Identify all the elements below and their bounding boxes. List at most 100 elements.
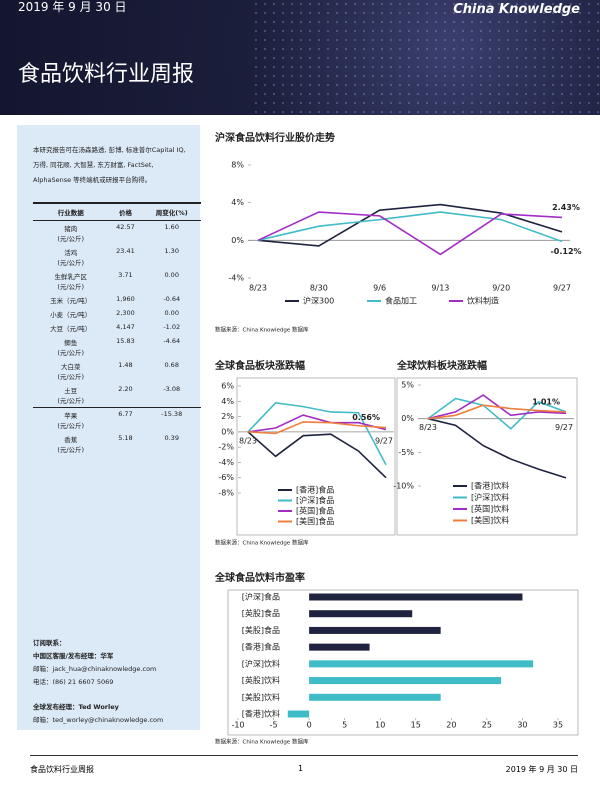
legend-label: [美国]饮料 bbox=[471, 515, 509, 525]
item-unit: (元/公斤) bbox=[57, 446, 85, 454]
y-tick-label: 8% bbox=[231, 161, 244, 170]
item-name: 苹果 bbox=[64, 412, 78, 420]
y-tick-label: -4% bbox=[218, 458, 234, 467]
x-tick-label: 9/6 bbox=[373, 284, 386, 293]
y-tick-label: 0% bbox=[231, 236, 244, 245]
cell: 香蕉 (元/公斤) bbox=[33, 432, 108, 456]
change: -3.08 bbox=[163, 385, 181, 393]
table-row: 活鸡 (元/公斤) 23.41 1.30 bbox=[33, 245, 201, 269]
price: 1,960 bbox=[116, 295, 135, 303]
y-tick-label: 4% bbox=[221, 397, 234, 406]
table-row: 苹果 (元/公斤) 6.77 -15.38 bbox=[33, 407, 201, 433]
table-row: 土豆 (元/公斤) 2.20 -3.08 bbox=[33, 383, 201, 408]
bar bbox=[309, 593, 523, 601]
x-tick-label: 8/30 bbox=[310, 284, 328, 293]
y-tick-label: -4% bbox=[228, 274, 244, 283]
series-line bbox=[257, 211, 563, 256]
table-row: 小麦（元/吨） 2,300 0.00 bbox=[33, 307, 201, 321]
item-unit: (元/公斤) bbox=[57, 349, 85, 357]
y-tick-label: -2% bbox=[218, 443, 234, 452]
change: -4.64 bbox=[163, 337, 181, 345]
x-tick-label: 0 bbox=[307, 721, 312, 730]
legend-label: [香港]饮料 bbox=[471, 481, 509, 491]
intro: 本研究报告可在汤森路透, 彭博, 标准普尔Capital IQ,万得, 同花顺,… bbox=[33, 146, 186, 184]
item-unit: (元/公斤) bbox=[57, 235, 85, 243]
x-tick-label: 9/27 bbox=[555, 423, 573, 432]
legend-label: 食品加工 bbox=[385, 296, 417, 306]
legend-label: [沪深]食品 bbox=[296, 495, 334, 505]
item-name: 大豆（元/吨） bbox=[50, 325, 92, 333]
footer-title: 食品饮料行业周报 bbox=[30, 765, 94, 774]
bar bbox=[309, 643, 370, 651]
series-line bbox=[427, 394, 567, 420]
x-tick-label: -10 bbox=[231, 721, 244, 730]
price: 15.83 bbox=[116, 337, 135, 345]
category-label: [沪深]食品 bbox=[242, 592, 280, 602]
price: 4,147 bbox=[116, 323, 135, 331]
y-tick-label: -6% bbox=[218, 473, 234, 482]
cell: 生鲜乳产区 (元/公斤) bbox=[33, 269, 108, 293]
source: 数据来源：China Knowledge 数据库 bbox=[215, 326, 309, 334]
category-label: [美股]饮料 bbox=[242, 692, 280, 702]
bar bbox=[309, 677, 502, 685]
plot-frame bbox=[227, 589, 579, 736]
chart-title: 全球饮料板块涨跌幅 bbox=[396, 359, 487, 372]
cell: 苹果 (元/公斤) bbox=[33, 408, 108, 433]
value-label: -0.12% bbox=[550, 247, 581, 256]
legend-label: [英国]饮料 bbox=[471, 504, 509, 514]
table-row: 大白菜 (元/公斤) 1.48 0.68 bbox=[33, 359, 201, 383]
plot-frame bbox=[396, 377, 578, 536]
x-tick-label: 15 bbox=[411, 721, 421, 730]
cell: 土豆 (元/公斤) bbox=[33, 383, 108, 408]
price: 23.41 bbox=[116, 247, 135, 255]
contact-line: 邮箱：ted_worley@chinaknowledge.com bbox=[33, 716, 164, 724]
bar bbox=[309, 693, 441, 701]
item-name: 小麦（元/吨） bbox=[50, 311, 92, 319]
series-line bbox=[427, 397, 567, 430]
price-table: 行业数据 价格 周变化(%) 猪肉 (元/公斤) 42.57 1.60 活鸡 (元/公斤) 23.… bbox=[33, 202, 201, 456]
table-row: 猪肉 (元/公斤) 42.57 1.60 bbox=[33, 221, 201, 246]
item-name: 土豆 bbox=[64, 387, 78, 395]
price: 6.77 bbox=[118, 410, 133, 418]
item-name: 生鲜乳产区 bbox=[54, 273, 87, 281]
change: 1.30 bbox=[164, 247, 179, 255]
series-line bbox=[427, 417, 567, 479]
item-name: 鲫鱼 bbox=[64, 339, 78, 347]
y-tick-label: 6% bbox=[221, 382, 234, 391]
y-tick-label: -5% bbox=[398, 448, 414, 457]
y-tick-label: -10% bbox=[393, 482, 414, 491]
contact-line: 电话：(86) 21 6607 5069 bbox=[33, 678, 114, 686]
x-tick-label: 20 bbox=[446, 721, 456, 730]
x-tick-label: -5 bbox=[270, 721, 278, 730]
legend-label: [英国]食品 bbox=[296, 506, 334, 516]
change: 0.00 bbox=[164, 309, 179, 317]
change: -1.02 bbox=[163, 323, 181, 331]
contact-line: 全球发布经理：Ted Worley bbox=[33, 703, 119, 711]
cell: 小麦（元/吨） bbox=[33, 307, 108, 321]
change: 0.00 bbox=[164, 271, 179, 279]
x-tick-label: 9/27 bbox=[375, 436, 393, 445]
x-tick-label: 35 bbox=[553, 721, 563, 730]
table-header: 行业数据 bbox=[33, 202, 109, 221]
item-unit: (元/公斤) bbox=[57, 422, 85, 430]
price: 2.20 bbox=[118, 385, 133, 393]
chart-title: 沪深食品饮料行业股价走势 bbox=[215, 131, 335, 144]
cell: 大白菜 (元/公斤) bbox=[33, 359, 108, 383]
change: 0.68 bbox=[164, 361, 179, 369]
item-unit: (元/公斤) bbox=[57, 259, 85, 267]
x-tick-label: 5 bbox=[342, 721, 347, 730]
header: 2019 年 9 月 30 日 China Knowledge 食品饮料行业周报 bbox=[0, 0, 600, 115]
y-tick-label: 4% bbox=[231, 198, 244, 207]
change: -0.64 bbox=[163, 295, 181, 303]
contact-line: 邮箱：jack_hua@chinaknowledge.com bbox=[33, 665, 157, 673]
table-row: 鲫鱼 (元/公斤) 15.83 -4.64 bbox=[33, 335, 201, 359]
table-header: 周变化(%) bbox=[142, 202, 201, 221]
item-unit: (元/公斤) bbox=[57, 283, 85, 291]
x-tick-label: 8/23 bbox=[249, 284, 267, 293]
chart-title: 全球食品板块涨跌幅 bbox=[214, 359, 305, 372]
y-tick-label: 5% bbox=[401, 381, 414, 390]
item-name: 玉米（元/吨） bbox=[50, 297, 92, 305]
price: 42.57 bbox=[116, 223, 135, 231]
cell: 大豆（元/吨） bbox=[33, 321, 108, 335]
